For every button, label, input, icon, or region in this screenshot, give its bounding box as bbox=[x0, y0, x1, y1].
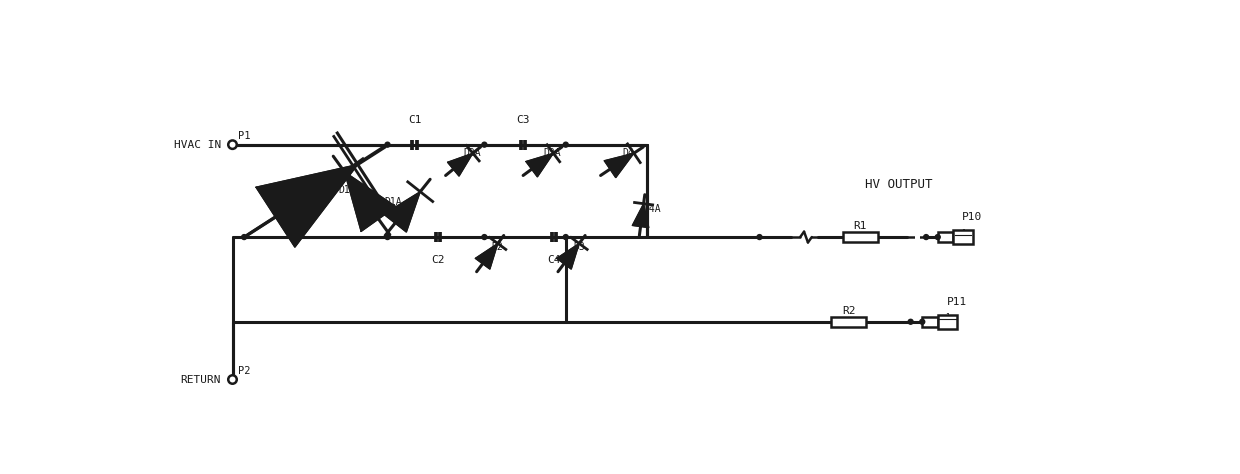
Circle shape bbox=[384, 235, 389, 239]
Circle shape bbox=[482, 235, 487, 239]
Circle shape bbox=[228, 140, 237, 149]
Text: D4: D4 bbox=[622, 148, 635, 158]
Text: D2A: D2A bbox=[464, 148, 481, 158]
Bar bbox=[937, 232, 954, 242]
Text: C3: C3 bbox=[516, 115, 529, 126]
Text: R1: R1 bbox=[853, 221, 867, 231]
Text: 1: 1 bbox=[945, 313, 950, 322]
Text: D1: D1 bbox=[295, 180, 306, 190]
Bar bbox=[937, 315, 957, 328]
Polygon shape bbox=[604, 153, 634, 178]
Text: C2: C2 bbox=[432, 255, 445, 265]
Text: P1: P1 bbox=[238, 131, 250, 141]
Polygon shape bbox=[632, 204, 649, 228]
Text: P11: P11 bbox=[946, 297, 967, 307]
Text: HV OUTPUT: HV OUTPUT bbox=[866, 178, 932, 191]
Text: R2: R2 bbox=[842, 306, 856, 316]
Circle shape bbox=[935, 235, 940, 239]
Bar bbox=[843, 232, 878, 242]
Bar bbox=[831, 317, 866, 327]
Text: HVAC IN: HVAC IN bbox=[174, 140, 221, 150]
Bar bbox=[954, 230, 972, 244]
Circle shape bbox=[908, 319, 913, 324]
Text: D3: D3 bbox=[573, 242, 585, 252]
Circle shape bbox=[228, 375, 237, 384]
Text: D4A: D4A bbox=[644, 203, 661, 214]
Text: D1A: D1A bbox=[384, 197, 402, 207]
Polygon shape bbox=[259, 166, 353, 243]
Text: RETURN: RETURN bbox=[180, 374, 221, 384]
Text: C4: C4 bbox=[547, 255, 560, 265]
Circle shape bbox=[563, 142, 568, 147]
Circle shape bbox=[242, 235, 247, 239]
Circle shape bbox=[920, 319, 925, 324]
Text: D3A: D3A bbox=[543, 148, 560, 158]
Polygon shape bbox=[475, 244, 497, 269]
Text: 2: 2 bbox=[960, 234, 966, 243]
Text: D1: D1 bbox=[290, 181, 303, 191]
Polygon shape bbox=[255, 164, 358, 247]
Text: D1A: D1A bbox=[339, 185, 356, 195]
Text: 2: 2 bbox=[945, 318, 950, 327]
Polygon shape bbox=[526, 153, 553, 177]
Polygon shape bbox=[345, 172, 396, 231]
Bar bbox=[923, 317, 937, 327]
Circle shape bbox=[384, 142, 389, 147]
Polygon shape bbox=[383, 191, 420, 232]
Polygon shape bbox=[448, 153, 472, 176]
Text: P10: P10 bbox=[962, 212, 982, 222]
Polygon shape bbox=[557, 244, 579, 269]
Text: P2: P2 bbox=[238, 365, 250, 376]
Circle shape bbox=[756, 235, 761, 239]
Circle shape bbox=[563, 235, 568, 239]
Text: C1: C1 bbox=[408, 115, 422, 126]
Circle shape bbox=[924, 235, 929, 239]
Circle shape bbox=[482, 142, 487, 147]
Text: D2: D2 bbox=[492, 242, 503, 252]
Text: 1: 1 bbox=[961, 228, 965, 237]
